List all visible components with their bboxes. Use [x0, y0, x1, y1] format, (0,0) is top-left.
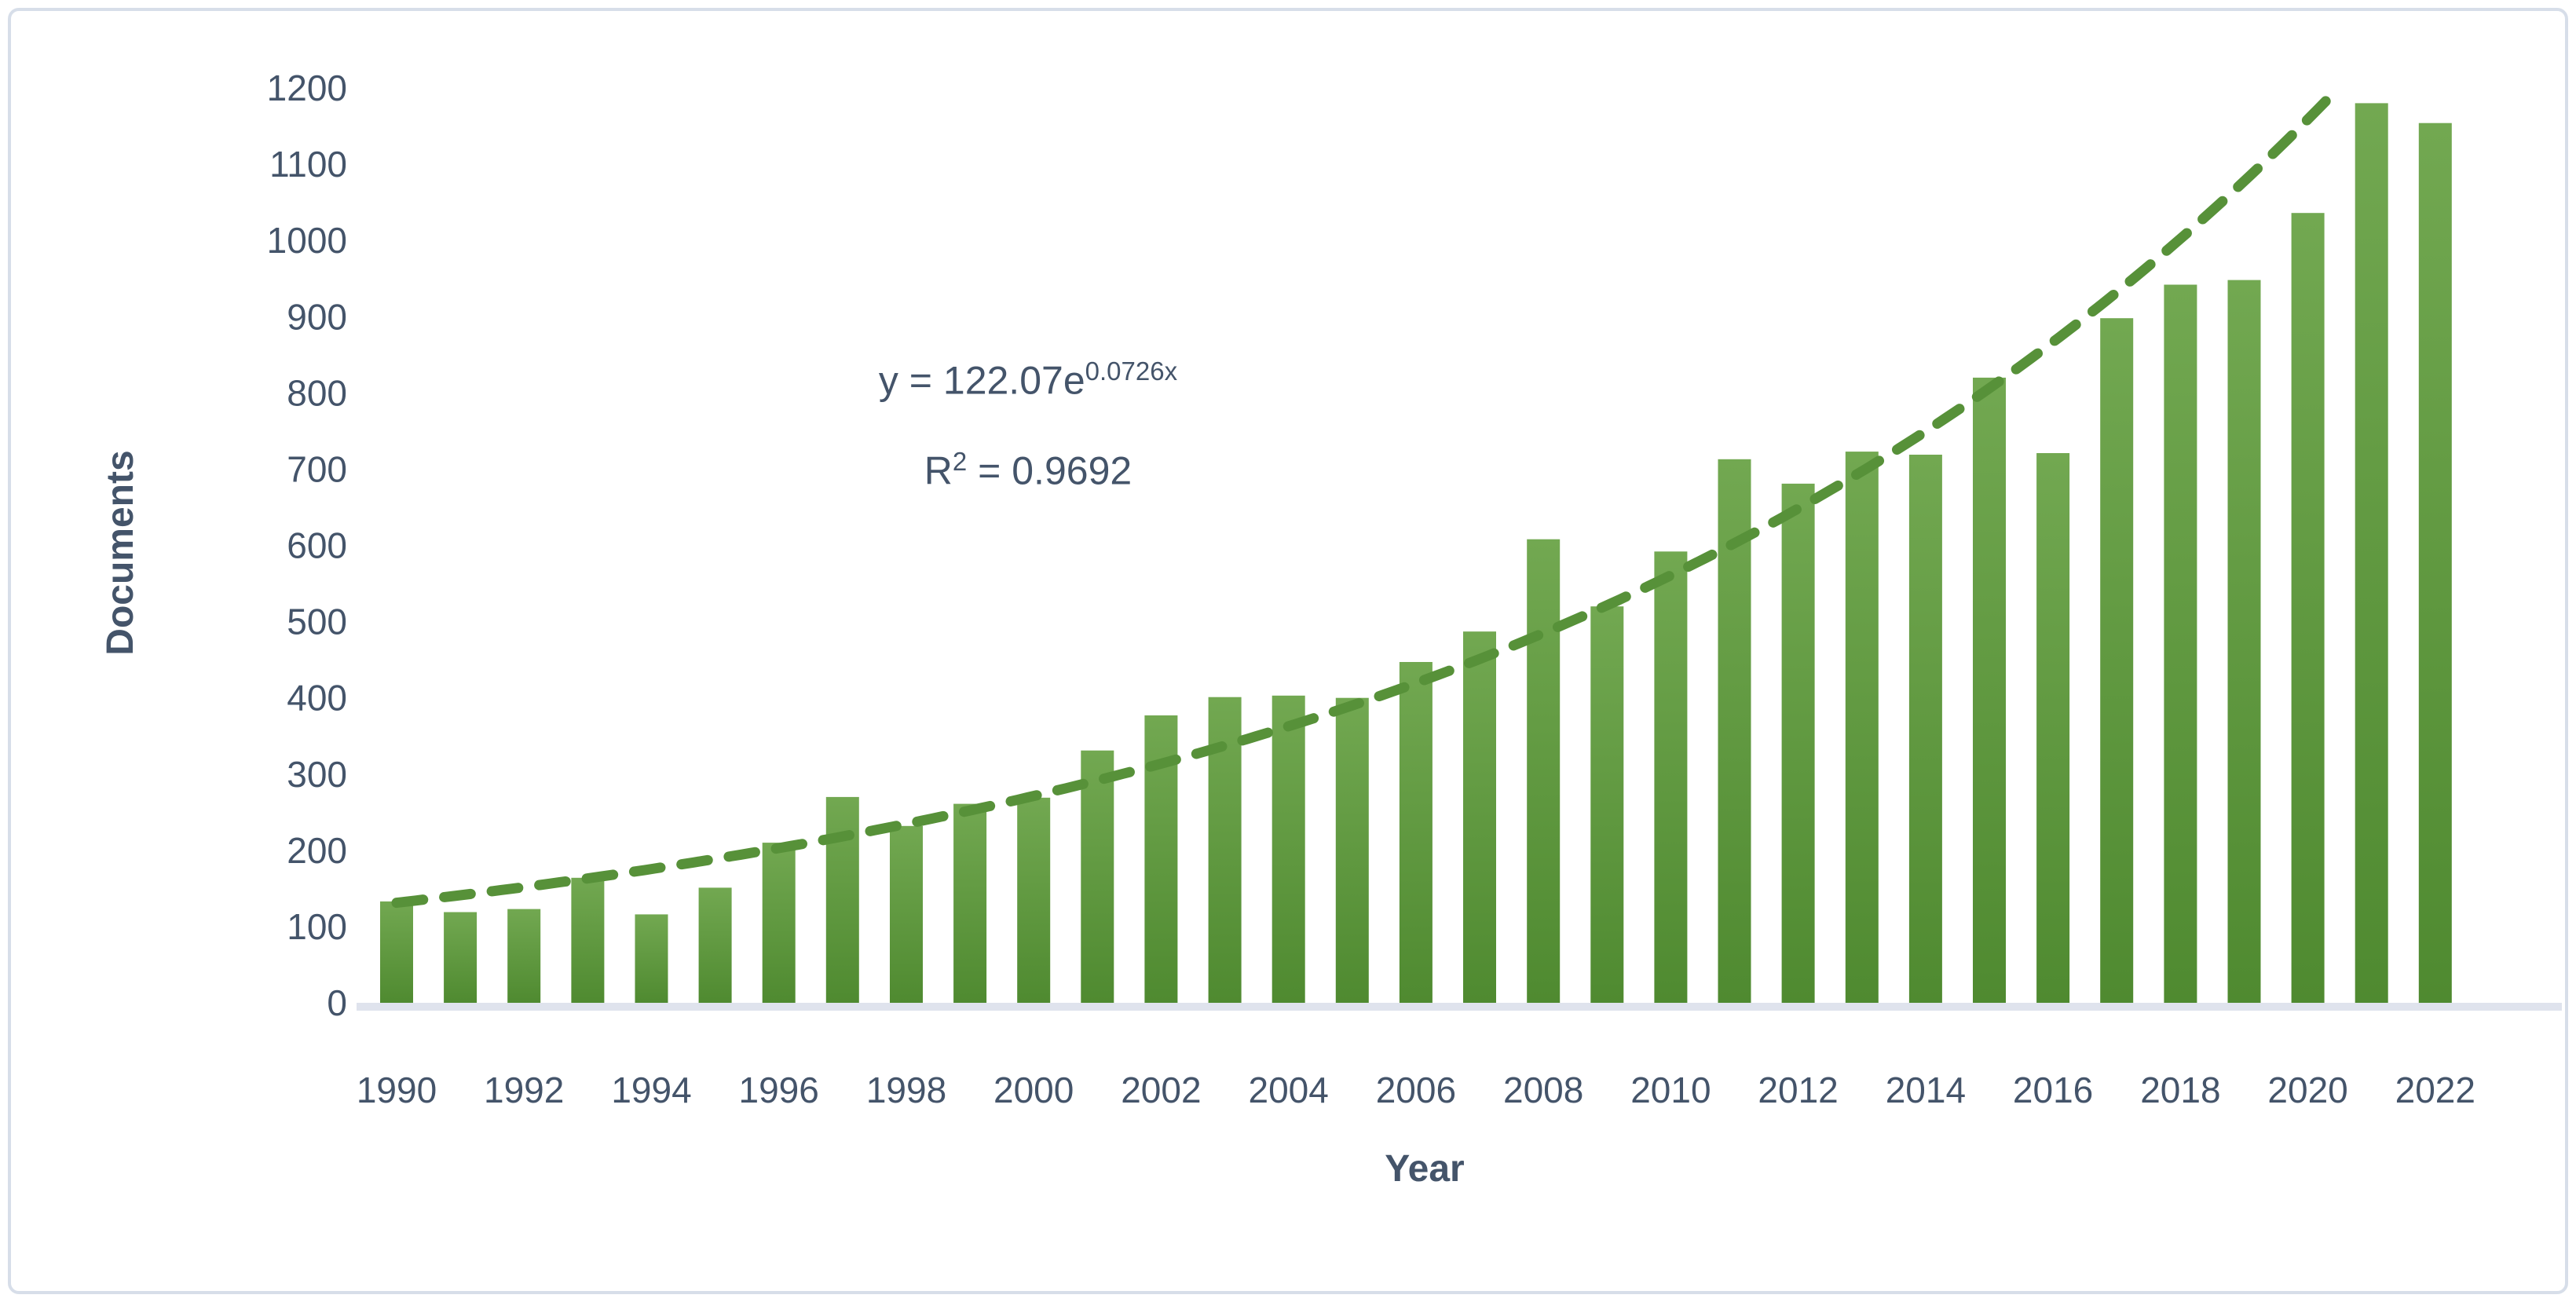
y-tick-label: 200: [287, 830, 347, 871]
bar-2011: [1718, 459, 1751, 1003]
exponential-trendline: [391, 85, 2342, 909]
x-axis-title: Year: [1385, 1148, 1464, 1190]
y-tick-label: 0: [327, 982, 347, 1023]
x-tick-label: 1990: [357, 1070, 437, 1110]
x-tick-label: 2002: [1121, 1070, 1201, 1110]
bar-2012: [1781, 483, 1815, 1003]
bar-1991: [444, 912, 478, 1003]
bar-2001: [1081, 750, 1114, 1003]
y-tick-label: 500: [287, 602, 347, 642]
x-tick-label: 1994: [611, 1070, 691, 1110]
bar-1990: [380, 901, 413, 1003]
x-tick-label: 2008: [1503, 1070, 1583, 1110]
y-tick-label: 700: [287, 448, 347, 489]
y-tick-label: 100: [287, 906, 347, 947]
bar-2007: [1463, 631, 1496, 1003]
x-tick-label: 2012: [1758, 1070, 1838, 1110]
bar-2013: [1845, 452, 1879, 1003]
bar-2010: [1654, 551, 1688, 1003]
y-tick-label: 1100: [269, 144, 347, 185]
axes-group: 0 100 200 300 400 500 600 700 800 900 1000 1100 1200…: [267, 68, 2562, 1110]
x-tick-label: 2000: [993, 1070, 1074, 1110]
bar-1994: [635, 914, 668, 1003]
bar-2009: [1590, 606, 1624, 1003]
bar-2020: [2291, 213, 2325, 1003]
bar-2000: [1017, 797, 1051, 1003]
bar-2022: [2418, 123, 2452, 1004]
bar-2005: [1335, 697, 1369, 1003]
bar-chart-svg: 0 100 200 300 400 500 600 700 800 900 1000 1100 1200…: [100, 68, 2562, 1190]
y-tick-label: 900: [287, 296, 347, 337]
y-tick-label: 400: [287, 678, 347, 719]
y-tick-label: 300: [287, 754, 347, 795]
y-tick-label: 1000: [267, 220, 347, 261]
y-tick-label: 600: [287, 525, 347, 566]
bar-1993: [571, 877, 605, 1003]
x-tick-label: 2014: [1886, 1070, 1966, 1110]
bar-1998: [890, 825, 923, 1003]
trendline-group: [391, 85, 2342, 909]
x-tick-label: 2010: [1630, 1070, 1711, 1110]
x-axis-line: [357, 1003, 2562, 1011]
x-tick-label: 2020: [2267, 1070, 2347, 1110]
bar-2015: [1973, 377, 2006, 1003]
bar-2008: [1527, 539, 1561, 1003]
bar-2004: [1272, 695, 1305, 1003]
x-tick-label: 2016: [2013, 1070, 2093, 1110]
bar-2014: [1908, 455, 1942, 1003]
bar-2016: [2036, 453, 2070, 1003]
x-tick-label: 1996: [739, 1070, 819, 1110]
chart-frame: 0 100 200 300 400 500 600 700 800 900 1000 1100 1200…: [8, 8, 2568, 1294]
bar-1999: [953, 803, 987, 1003]
x-tick-label: 2018: [2140, 1070, 2220, 1110]
bar-1992: [507, 909, 541, 1003]
bar-2006: [1399, 662, 1433, 1003]
x-tick-label: 1992: [484, 1070, 564, 1110]
bar-1997: [825, 796, 859, 1003]
y-tick-label: 800: [287, 372, 347, 413]
bar-1995: [698, 887, 732, 1003]
x-tick-label: 2022: [2395, 1070, 2475, 1110]
x-tick-label: 2004: [1249, 1070, 1329, 1110]
bars-group: [380, 103, 2452, 1004]
y-axis-title: Documents: [100, 450, 141, 655]
y-tick-label: 1200: [267, 68, 347, 108]
bar-1996: [762, 843, 796, 1003]
bar-2017: [2100, 318, 2134, 1003]
x-tick-label: 1998: [866, 1070, 946, 1110]
bar-2019: [2227, 280, 2261, 1004]
bar-2018: [2164, 284, 2197, 1003]
x-tick-label: 2006: [1376, 1070, 1456, 1110]
bar-2021: [2355, 103, 2388, 1003]
